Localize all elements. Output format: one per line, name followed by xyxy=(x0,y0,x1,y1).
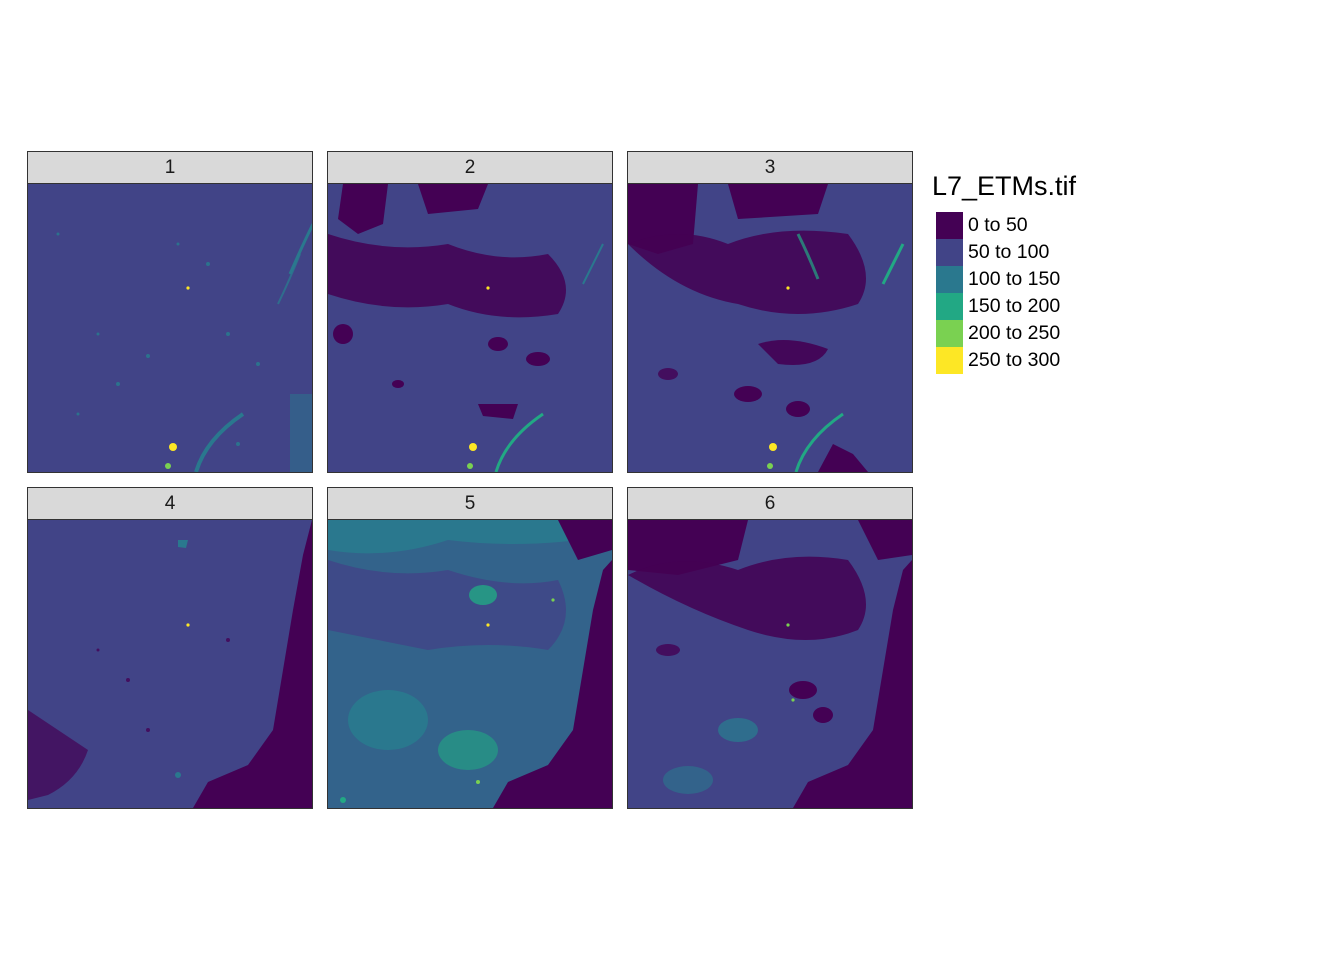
raster-map-band-2 xyxy=(327,183,613,473)
facet-panel-3: 3 xyxy=(627,151,913,473)
facet-panel-5: 5 xyxy=(327,487,613,809)
facet-panel-4: 4 xyxy=(27,487,313,809)
facet-label-5: 5 xyxy=(327,487,613,520)
legend-swatch xyxy=(936,239,963,266)
legend-swatch xyxy=(936,320,963,347)
legend-label: 150 to 200 xyxy=(968,295,1061,317)
raster-map-band-6 xyxy=(627,519,913,809)
legend-swatch xyxy=(936,212,963,239)
raster-map-band-3 xyxy=(627,183,913,473)
legend-item: 200 to 250 xyxy=(932,320,1076,347)
legend-item: 50 to 100 xyxy=(932,239,1076,266)
facet-label-2: 2 xyxy=(327,151,613,184)
legend-item: 150 to 200 xyxy=(932,293,1076,320)
legend-swatch xyxy=(936,347,963,374)
raster-map-band-4 xyxy=(27,519,313,809)
raster-map-band-5 xyxy=(327,519,613,809)
facet-panel-1: 1 xyxy=(27,151,313,473)
facet-label-1: 1 xyxy=(27,151,313,184)
legend-label: 250 to 300 xyxy=(968,349,1061,371)
facet-label-4: 4 xyxy=(27,487,313,520)
facet-panel-2: 2 xyxy=(327,151,613,473)
facet-label-3: 3 xyxy=(627,151,913,184)
legend-item: 100 to 150 xyxy=(932,266,1076,293)
facet-panel-6: 6 xyxy=(627,487,913,809)
legend-label: 50 to 100 xyxy=(968,241,1050,263)
legend-swatch xyxy=(936,266,963,293)
raster-map-band-1 xyxy=(27,183,313,473)
legend-label: 0 to 50 xyxy=(968,214,1028,236)
legend-title: L7_ETMs.tif xyxy=(932,171,1077,201)
legend-label: 100 to 150 xyxy=(968,268,1061,290)
map-legend: L7_ETMs.tif 0 to 50 50 to 100 100 to 150… xyxy=(932,168,1076,374)
legend-swatch xyxy=(936,293,963,320)
legend-item: 0 to 50 xyxy=(932,212,1076,239)
legend-label: 200 to 250 xyxy=(968,322,1061,344)
legend-item: 250 to 300 xyxy=(932,347,1076,374)
facet-label-6: 6 xyxy=(627,487,913,520)
